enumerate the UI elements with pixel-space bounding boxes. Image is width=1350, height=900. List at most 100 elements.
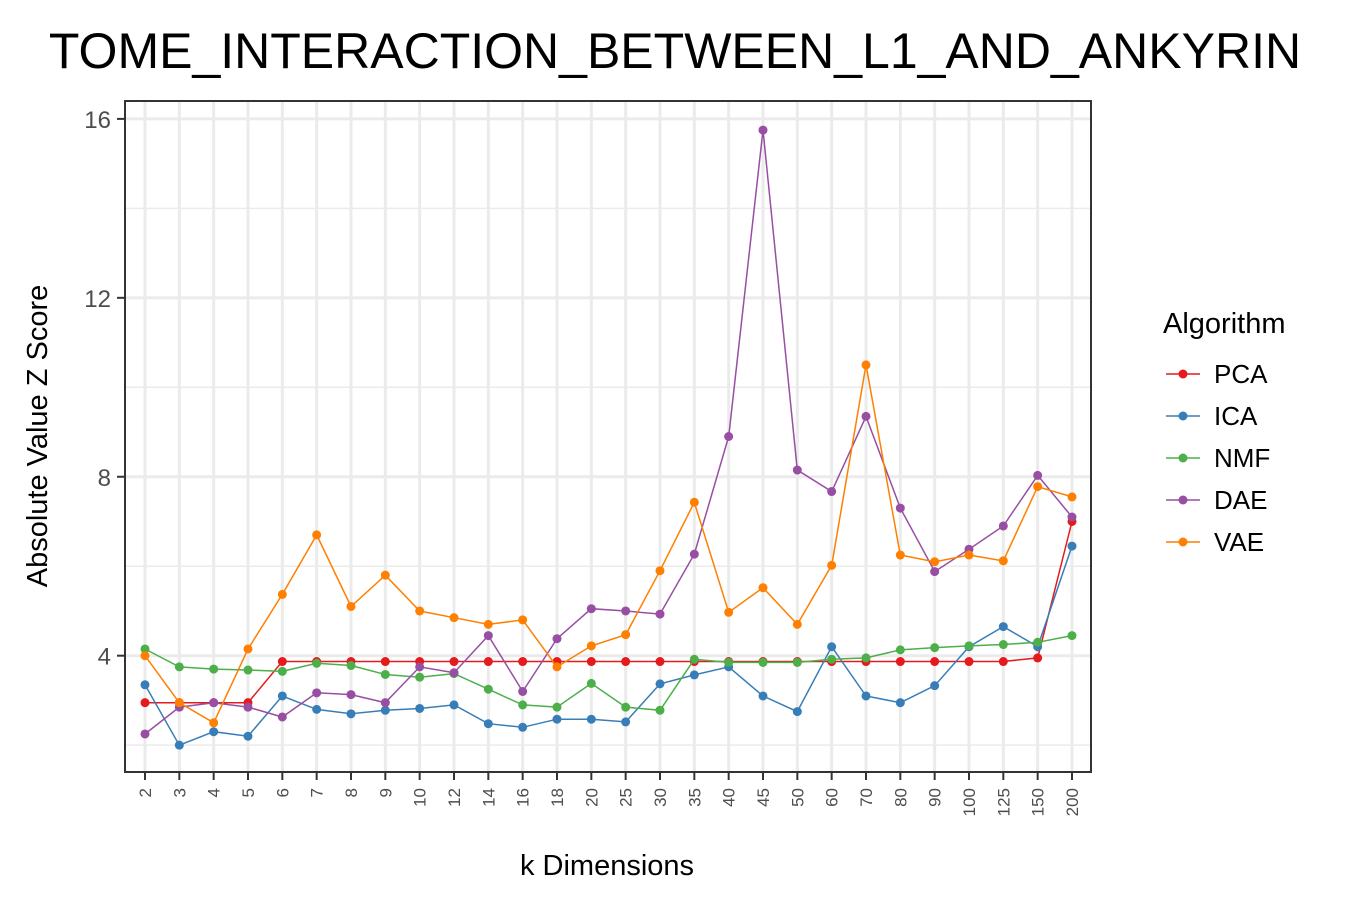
data-point-ica xyxy=(552,714,562,724)
data-point-pca xyxy=(140,698,150,708)
data-point-vae xyxy=(895,550,905,560)
data-point-dae xyxy=(277,712,287,722)
data-point-nmf xyxy=(552,702,562,712)
legend-key-point xyxy=(1178,537,1188,547)
data-point-vae xyxy=(552,662,562,672)
legend-label: PCA xyxy=(1214,359,1268,389)
x-tick-label: 50 xyxy=(788,788,807,807)
x-tick-label: 10 xyxy=(411,788,430,807)
data-point-vae xyxy=(1033,482,1043,492)
x-tick-label: 20 xyxy=(582,788,601,807)
series-vae xyxy=(140,360,1077,728)
data-point-vae xyxy=(312,530,322,540)
data-point-nmf xyxy=(140,644,150,654)
data-point-pca xyxy=(895,657,905,667)
data-point-pca xyxy=(1033,653,1043,663)
data-point-ica xyxy=(930,681,940,691)
data-point-nmf xyxy=(346,661,356,671)
series-nmf xyxy=(140,631,1077,715)
legend: Algorithm PCA ICA NMF DAE VAE xyxy=(1163,308,1286,557)
series-line-dae xyxy=(144,130,1073,735)
data-point-nmf xyxy=(964,641,974,651)
data-point-ica xyxy=(277,691,287,701)
data-point-ica xyxy=(380,705,390,715)
data-point-dae xyxy=(312,688,322,698)
data-point-dae xyxy=(861,411,871,421)
data-point-vae xyxy=(827,560,837,570)
data-point-vae xyxy=(518,615,528,625)
x-tick-label: 100 xyxy=(960,788,979,816)
data-point-nmf xyxy=(758,657,768,667)
plot-border xyxy=(124,100,1092,773)
data-point-pca xyxy=(380,657,390,667)
data-point-dae xyxy=(655,609,665,619)
data-point-vae xyxy=(483,619,493,629)
legend-item-nmf: NMF xyxy=(1166,443,1270,473)
legend-key-point xyxy=(1178,453,1188,463)
x-tick-label: 200 xyxy=(1063,788,1082,816)
data-point-vae xyxy=(449,613,459,623)
data-point-nmf xyxy=(277,666,287,676)
x-tick-label: 30 xyxy=(651,788,670,807)
x-tick-label: 45 xyxy=(754,788,773,807)
data-point-pca xyxy=(998,657,1008,667)
legend-title: Algorithm xyxy=(1163,308,1286,340)
data-point-dae xyxy=(930,567,940,577)
data-point-vae xyxy=(930,557,940,567)
data-point-dae xyxy=(758,125,768,135)
data-point-vae xyxy=(792,619,802,629)
data-point-pca xyxy=(621,657,631,667)
data-point-ica xyxy=(174,740,184,750)
data-point-dae xyxy=(449,668,459,678)
data-point-vae xyxy=(209,718,219,728)
series-line-pca xyxy=(145,521,1073,704)
legend-item-dae: DAE xyxy=(1166,485,1267,515)
y-tick-label: 12 xyxy=(84,286,111,313)
legend-item-vae: VAE xyxy=(1166,527,1264,557)
data-point-nmf xyxy=(827,654,837,664)
data-point-ica xyxy=(655,679,665,689)
x-tick-label: 90 xyxy=(926,788,945,807)
x-tick-label: 35 xyxy=(685,788,704,807)
data-point-vae xyxy=(346,601,356,611)
series-ica xyxy=(140,541,1077,750)
data-point-nmf xyxy=(312,658,322,668)
data-point-ica xyxy=(1067,541,1077,551)
data-point-dae xyxy=(689,549,699,559)
x-tick-label: 8 xyxy=(342,788,361,797)
legend-label: NMF xyxy=(1214,443,1270,473)
data-point-dae xyxy=(1067,512,1077,522)
x-tick-label: 25 xyxy=(617,788,636,807)
y-axis-title: Absolute Value Z Score xyxy=(22,285,54,588)
data-point-vae xyxy=(174,698,184,708)
legend-label: VAE xyxy=(1214,527,1264,557)
data-point-ica xyxy=(998,622,1008,632)
data-point-nmf xyxy=(689,654,699,664)
data-point-vae xyxy=(655,566,665,576)
data-point-ica xyxy=(827,642,837,652)
data-point-dae xyxy=(140,729,150,739)
data-point-ica xyxy=(621,717,631,727)
data-point-ica xyxy=(243,731,253,741)
legend-item-ica: ICA xyxy=(1166,401,1258,431)
data-point-nmf xyxy=(518,700,528,710)
data-point-vae xyxy=(586,641,596,651)
x-tick-label: 70 xyxy=(857,788,876,807)
data-point-dae xyxy=(209,698,219,708)
x-tick-label: 9 xyxy=(376,788,395,797)
data-point-dae xyxy=(380,698,390,708)
data-point-dae xyxy=(724,432,734,441)
x-axis: 2 3 4 5 6 7 8 9 10 12 14 16 18 20 25 30 35 40 45 50 60 70 80 90… xyxy=(136,772,1082,816)
x-tick-label: 14 xyxy=(479,788,498,807)
series-line-vae xyxy=(144,364,1073,724)
legend-item-pca: PCA xyxy=(1166,359,1268,389)
data-point-dae xyxy=(1033,470,1043,480)
data-point-ica xyxy=(312,704,322,714)
data-point-dae xyxy=(346,690,356,700)
data-point-dae xyxy=(415,662,425,672)
data-point-ica xyxy=(449,700,459,710)
data-point-dae xyxy=(483,631,493,641)
legend-label: ICA xyxy=(1214,401,1258,431)
data-point-ica xyxy=(483,719,493,729)
